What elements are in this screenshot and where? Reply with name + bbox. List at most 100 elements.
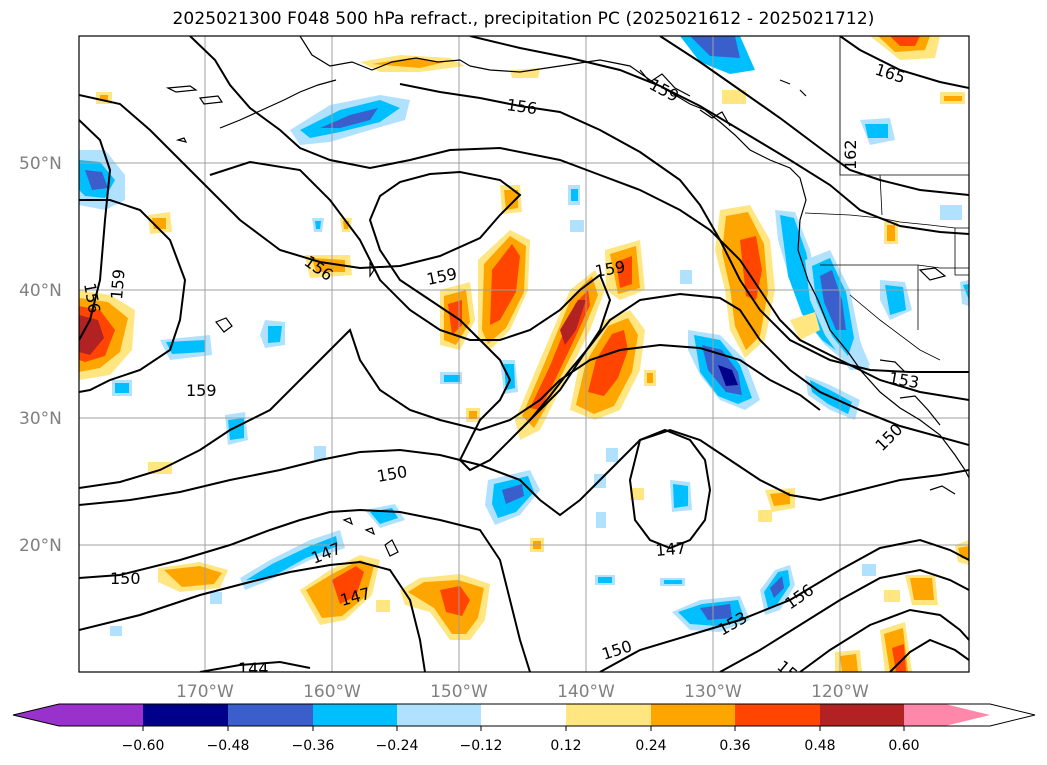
precip-region [570,220,584,232]
precip-region [376,600,390,612]
precip-region [758,510,772,522]
coastlines [165,36,969,557]
colorbar-segments [13,704,990,726]
lon-label-120w: 120°W [811,682,869,702]
lon-label-130w: 130°W [684,682,742,702]
colorbar-tick-label: −0.60 [122,738,165,754]
precip-region [862,564,876,576]
precip-region [315,221,321,229]
colorbar-segment [228,704,313,726]
precip-region [166,340,205,354]
precip-region [865,124,888,138]
contour-label: 147 [655,538,687,560]
borders [804,36,969,361]
contour-label: 159 [107,268,129,300]
lat-label-40n: 40°N [19,281,62,301]
precip-region [680,270,692,284]
contour-label: 144 [238,659,269,678]
colorbar-ticks: −0.60 −0.48 −0.36 −0.24 −0.12 0.12 0.24 0.36 0.4… [122,726,920,754]
lat-label-50n: 50°N [19,154,62,174]
colorbar-segment [59,704,143,726]
precip-region [246,536,338,580]
precip-region [890,36,920,46]
precip-region [718,365,738,386]
precip-region [268,326,282,343]
contour-label: 156 [505,95,538,118]
lon-label-160w: 160°W [303,682,361,702]
precip-region [596,512,606,528]
precip-region [647,373,653,383]
precip-region [115,383,129,393]
precip-region [79,315,104,355]
precip-region [616,256,632,288]
precip-region [502,484,524,504]
precip-region [884,590,900,602]
colorbar-segment [143,704,228,726]
precip-region [320,108,378,128]
map-panel: 165 156 159 162 159 159 156 156 159 159 … [79,36,969,678]
precip-region [944,96,962,101]
precip-region [722,90,746,104]
contour-label: 150 [110,569,141,588]
precip-region [332,566,364,604]
colorbar-segment [820,704,904,726]
colorbar-tick-label: −0.48 [207,738,250,754]
precipitation-shading [79,36,969,672]
precip-region [910,578,934,600]
colorbar-tick-label: −0.12 [460,738,503,754]
precip-region [228,418,244,440]
colorbar-tick-label: 0.24 [635,738,666,754]
precip-region [444,375,460,382]
lat-label-20n: 20°N [19,536,62,556]
precip-region [887,225,895,241]
page-title: 2025021300 F048 500 hPa refract., precip… [172,9,875,29]
colorbar-segment [735,704,820,726]
precip-region [164,566,222,587]
precip-region [560,300,586,345]
map-frame [78,35,970,673]
colorbar-segment [313,704,397,726]
precip-region [664,580,682,584]
colorbar-tick-label: −0.24 [376,738,419,754]
lat-label-30n: 30°N [19,409,62,429]
colorbar-extend-min [13,704,59,726]
precip-region [588,330,628,396]
precip-region [469,411,477,419]
lon-label-150w: 150°W [430,682,488,702]
precip-region [606,448,618,462]
precip-region [892,644,906,672]
colorbar-segment [566,704,651,726]
precip-region [110,626,122,636]
colorbar-tick-label: 0.12 [550,738,581,754]
precip-region [790,312,820,340]
precip-region [85,170,108,190]
precip-region [673,484,688,508]
precip-region [314,446,326,460]
colorbar-tick-label: −0.36 [292,738,335,754]
precip-region [700,604,732,620]
colorbar-tick-label: 0.60 [888,738,919,754]
precip-region [690,36,740,58]
colorbar-tick-label: 0.48 [804,738,835,754]
precip-region [571,189,578,201]
colorbar-outline [12,703,1036,727]
colorbar-tick-label: 0.36 [719,738,750,754]
latitude-labels: 50°N 40°N 30°N 20°N [19,154,62,556]
colorbar: −0.60 −0.48 −0.36 −0.24 −0.12 0.12 0.24 0.36 0.4… [12,703,1036,754]
colorbar-segment [904,704,990,726]
precip-region [598,577,612,583]
precip-region [885,285,906,315]
precip-region [770,576,784,598]
lon-label-170w: 170°W [176,682,234,702]
precip-region [504,190,518,210]
colorbar-segment [651,704,735,726]
precip-region [770,492,790,506]
precip-region [440,586,470,616]
colorbar-segment [481,704,566,726]
refractivity-contours [79,36,969,672]
contour-label: 162 [841,139,860,170]
precip-region [210,592,222,604]
colorbar-segment [397,704,481,726]
longitude-labels: 170°W 160°W 150°W 140°W 130°W 120°W [176,682,869,702]
